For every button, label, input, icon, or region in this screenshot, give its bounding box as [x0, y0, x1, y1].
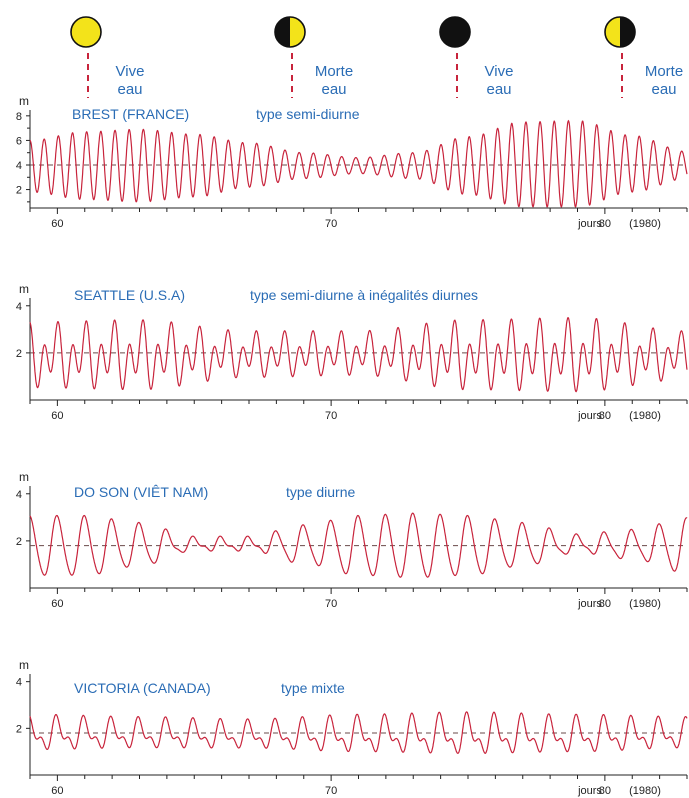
y-tick-label: 4	[16, 677, 22, 689]
y-unit-label: m	[19, 282, 29, 296]
x-unit-label: jours	[577, 598, 602, 610]
x-tick-label: 70	[325, 598, 337, 610]
tide-curve-series	[29, 119, 688, 208]
y-tick-label: 4	[16, 160, 22, 172]
tide-type-subtitle: type semi-diurne	[256, 106, 360, 122]
moon-label-line1: Morte	[645, 63, 683, 80]
station-title: VICTORIA (CANADA)	[74, 680, 211, 696]
moon-label-line1: Vive	[116, 63, 145, 80]
moon-label-line2: eau	[651, 81, 676, 98]
moon-full-icon	[70, 16, 102, 48]
year-label: (1980)	[629, 598, 661, 610]
y-tick-label: 2	[16, 536, 22, 548]
moon-new-icon	[439, 16, 471, 48]
tide-curve-series	[29, 711, 688, 754]
station-title: BREST (FRANCE)	[72, 106, 189, 122]
y-tick-label: 8	[16, 111, 22, 123]
y-tick-label: 2	[16, 723, 22, 735]
moon-label-line1: Vive	[485, 63, 514, 80]
x-tick-label: 80	[599, 410, 611, 422]
x-tick-label: 70	[325, 218, 337, 230]
station-title: DO SON (VIÊT NAM)	[74, 484, 208, 500]
station-title: SEATTLE (U.S.A)	[74, 287, 185, 303]
moon-last-quarter-icon	[604, 16, 636, 48]
x-tick-label: 70	[325, 410, 337, 422]
moon-label-line2: eau	[321, 81, 346, 98]
y-tick-label: 2	[16, 348, 22, 360]
year-label: (1980)	[629, 410, 661, 422]
y-tick-label: 4	[16, 301, 22, 313]
year-label: (1980)	[629, 785, 661, 797]
tide-curve-series	[29, 317, 688, 393]
x-tick-label: 60	[51, 598, 63, 610]
moon-label-line2: eau	[486, 81, 511, 98]
x-tick-label: 80	[599, 218, 611, 230]
moon-label-line2: eau	[117, 81, 142, 98]
tide-curve-series	[29, 512, 688, 578]
year-label: (1980)	[629, 218, 661, 230]
x-unit-label: jours	[577, 410, 602, 422]
x-tick-label: 60	[51, 218, 63, 230]
x-unit-label: jours	[577, 218, 602, 230]
y-tick-label: 6	[16, 135, 22, 147]
x-tick-label: 80	[599, 598, 611, 610]
x-unit-label: jours	[577, 785, 602, 797]
y-unit-label: m	[19, 658, 29, 672]
tide-type-subtitle: type diurne	[286, 484, 355, 500]
x-tick-label: 60	[51, 785, 63, 797]
y-unit-label: m	[19, 470, 29, 484]
y-tick-label: 4	[16, 489, 22, 501]
moon-first-quarter-icon	[274, 16, 306, 48]
x-tick-label: 60	[51, 410, 63, 422]
moon-label-line1: Morte	[315, 63, 353, 80]
y-tick-label: 2	[16, 185, 22, 197]
x-tick-label: 80	[599, 785, 611, 797]
y-unit-label: m	[19, 94, 29, 108]
tide-type-subtitle: type semi-diurne à inégalités diurnes	[250, 287, 478, 303]
x-tick-label: 70	[325, 785, 337, 797]
tide-type-subtitle: type mixte	[281, 680, 345, 696]
